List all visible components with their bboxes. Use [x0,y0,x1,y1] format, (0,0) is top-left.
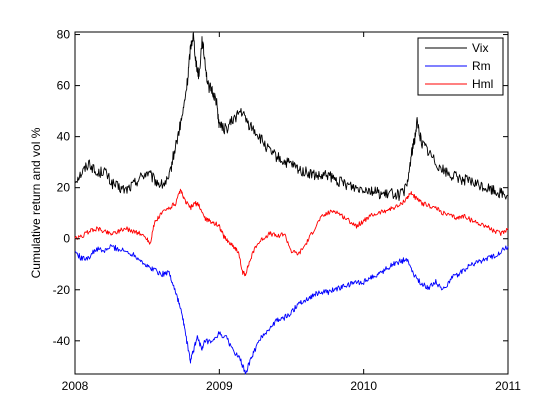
x-tick-label-2011: 2011 [495,379,521,393]
x-tick-label-2008: 2008 [62,379,89,393]
x-tick-label-2009: 2009 [206,379,233,393]
legend: Vix Rm Hml [417,37,504,96]
y-tick-label-0: 0 [63,232,70,246]
y-tick-label-40: 40 [57,130,71,144]
y-axis-label: Cumulative return and vol % [29,127,43,278]
y-tick-label--40: -40 [53,334,71,348]
series-line-rm [74,244,509,375]
legend-label-rm: Rm [472,59,491,73]
x-tick-label-2010: 2010 [350,379,377,393]
tick-layer: 2008 2009 2010 2011 -40 -20 0 20 40 60 80 [53,28,522,393]
legend-label-vix: Vix [472,41,488,55]
series-line-hml [74,188,509,277]
y-tick-label-20: 20 [57,181,71,195]
y-tick-label--20: -20 [53,283,71,297]
legend-label-hml: Hml [472,77,493,91]
series-line-vix [74,32,508,201]
series-layer [74,32,509,375]
y-tick-label-80: 80 [57,28,71,42]
y-tick-label-60: 60 [57,79,71,93]
